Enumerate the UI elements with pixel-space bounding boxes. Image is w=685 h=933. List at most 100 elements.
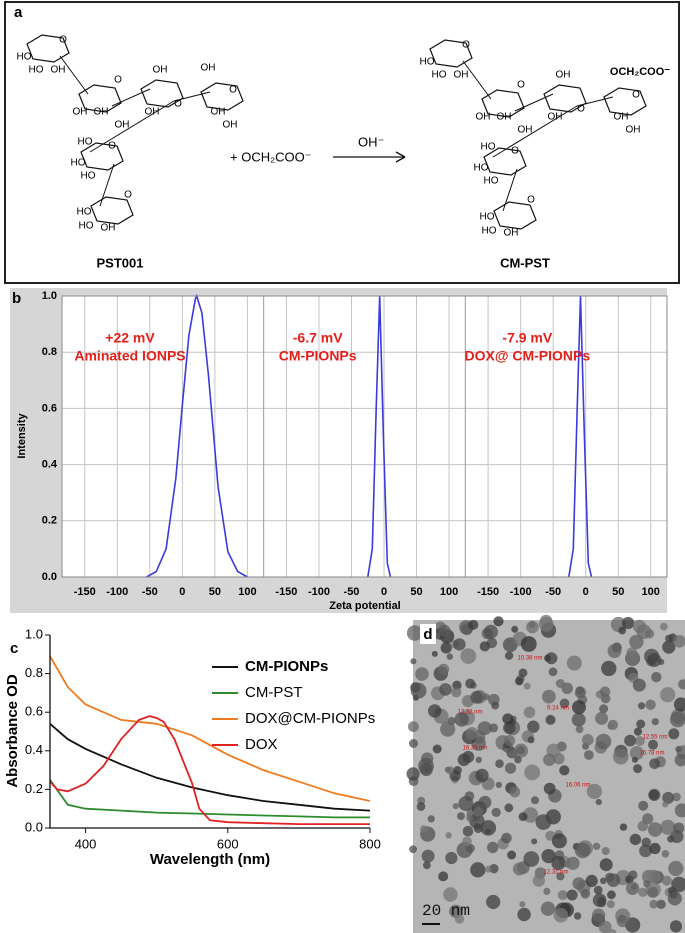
nanoparticle bbox=[629, 634, 644, 650]
nanoparticle bbox=[543, 887, 551, 896]
nanoparticle bbox=[516, 678, 524, 686]
atom-label: O bbox=[632, 90, 640, 101]
atom-label: O bbox=[462, 40, 470, 51]
nanoparticle bbox=[564, 861, 571, 868]
nanoparticle bbox=[675, 745, 682, 753]
atom-label: O bbox=[59, 35, 67, 46]
atom-label: O bbox=[517, 80, 525, 91]
nanoparticle bbox=[462, 825, 474, 837]
atom-label: O bbox=[114, 75, 122, 86]
nanoparticle bbox=[543, 782, 556, 795]
atom-label: O bbox=[229, 85, 237, 96]
y-tick-label: 0.0 bbox=[42, 571, 57, 583]
atom-label: OH bbox=[145, 107, 160, 118]
y-axis-label: Intensity bbox=[16, 413, 28, 459]
nanoparticle bbox=[635, 736, 645, 746]
reactant-name: PST001 bbox=[97, 255, 144, 270]
atom-label: OH bbox=[223, 120, 238, 131]
nanoparticle bbox=[669, 920, 683, 933]
nanoparticle bbox=[667, 891, 682, 906]
nanoparticle bbox=[637, 820, 649, 832]
nanoparticle bbox=[651, 718, 659, 726]
nanoparticle bbox=[454, 712, 469, 727]
tem-image: d 10.38 nm 12.32 nm 9.24 nm 16.35 nm 16.06 nm… bbox=[406, 614, 685, 933]
nanoparticle bbox=[673, 635, 685, 648]
y-tick-label: 0.6 bbox=[42, 402, 57, 414]
nanoparticle bbox=[553, 908, 569, 923]
measurement-label: 12.31 nm bbox=[543, 870, 568, 876]
nanoparticle bbox=[462, 836, 472, 847]
atom-label: OH bbox=[614, 112, 629, 123]
annotation: +22 mV bbox=[105, 330, 155, 346]
nanoparticle bbox=[575, 686, 585, 695]
nanoparticle bbox=[584, 750, 594, 760]
nanoparticle bbox=[662, 640, 676, 654]
atom-label: OH bbox=[548, 112, 563, 123]
nanoparticle bbox=[544, 654, 551, 662]
nanoparticle bbox=[599, 858, 613, 872]
atom-label: O bbox=[174, 99, 182, 110]
plot-area bbox=[62, 296, 667, 577]
nanoparticle bbox=[482, 693, 490, 701]
legend-label: CM-PIONPs bbox=[245, 658, 328, 675]
atom-label: O bbox=[577, 104, 585, 115]
atom-label: O bbox=[124, 190, 132, 201]
nanoparticle bbox=[582, 734, 594, 746]
panel-label: b bbox=[12, 290, 21, 307]
nanoparticle bbox=[636, 624, 652, 639]
nanoparticle bbox=[458, 796, 474, 812]
sugar-ring bbox=[80, 142, 124, 171]
nanoparticle bbox=[527, 736, 535, 744]
atom-label: OH bbox=[497, 112, 512, 123]
nanoparticle bbox=[511, 625, 519, 633]
atom-label: O bbox=[108, 141, 116, 152]
nanoparticle bbox=[445, 851, 458, 865]
nanoparticle bbox=[470, 690, 484, 704]
y-tick-label: 0.8 bbox=[42, 346, 57, 358]
nanoparticle bbox=[631, 756, 639, 763]
x-tick-label: 0 bbox=[583, 586, 589, 598]
nanoparticle bbox=[671, 876, 685, 893]
nanoparticle bbox=[607, 890, 616, 900]
nanoparticle bbox=[409, 845, 417, 854]
nanoparticle bbox=[509, 786, 521, 798]
atom-label: HO bbox=[79, 221, 94, 232]
atom-label: OH bbox=[73, 107, 88, 118]
atom-label: OH bbox=[626, 125, 641, 136]
nanoparticle bbox=[523, 851, 540, 867]
nanoparticle bbox=[491, 807, 501, 818]
sugar-ring bbox=[481, 89, 525, 118]
spectrum-line bbox=[49, 715, 370, 825]
nanoparticle bbox=[673, 822, 685, 834]
nanoparticle bbox=[572, 877, 586, 890]
nanoparticle bbox=[524, 764, 541, 781]
glycosidic-bond bbox=[89, 100, 175, 153]
atom-label: OH bbox=[115, 120, 130, 131]
nanoparticle bbox=[473, 806, 483, 817]
annotation: CM-PIONPs bbox=[279, 348, 357, 364]
atom-label: OH bbox=[454, 70, 469, 81]
atom-label: OH bbox=[201, 63, 216, 74]
nanoparticle bbox=[532, 874, 545, 887]
y-tick-label: 0.6 bbox=[25, 704, 43, 719]
nanoparticle bbox=[643, 880, 651, 888]
atom-label: HO bbox=[481, 142, 496, 153]
measurement-label: 10.38 nm bbox=[517, 656, 542, 662]
nanoparticle bbox=[445, 832, 452, 839]
atom-label: O bbox=[527, 195, 535, 206]
x-tick-label: -100 bbox=[308, 586, 330, 598]
atom-label: OH bbox=[504, 228, 519, 239]
nanoparticle bbox=[503, 734, 516, 747]
nanoparticle bbox=[619, 823, 628, 831]
nanoparticle bbox=[674, 803, 685, 818]
atom-label: OH bbox=[51, 65, 66, 76]
x-tick-label: -50 bbox=[142, 586, 158, 598]
product-name: CM-PST bbox=[500, 255, 550, 270]
atom-label: HO bbox=[482, 226, 497, 237]
nanoparticle bbox=[636, 719, 646, 729]
nanoparticle bbox=[638, 887, 648, 897]
spectrum-line bbox=[49, 779, 370, 819]
nanoparticle bbox=[625, 917, 641, 933]
